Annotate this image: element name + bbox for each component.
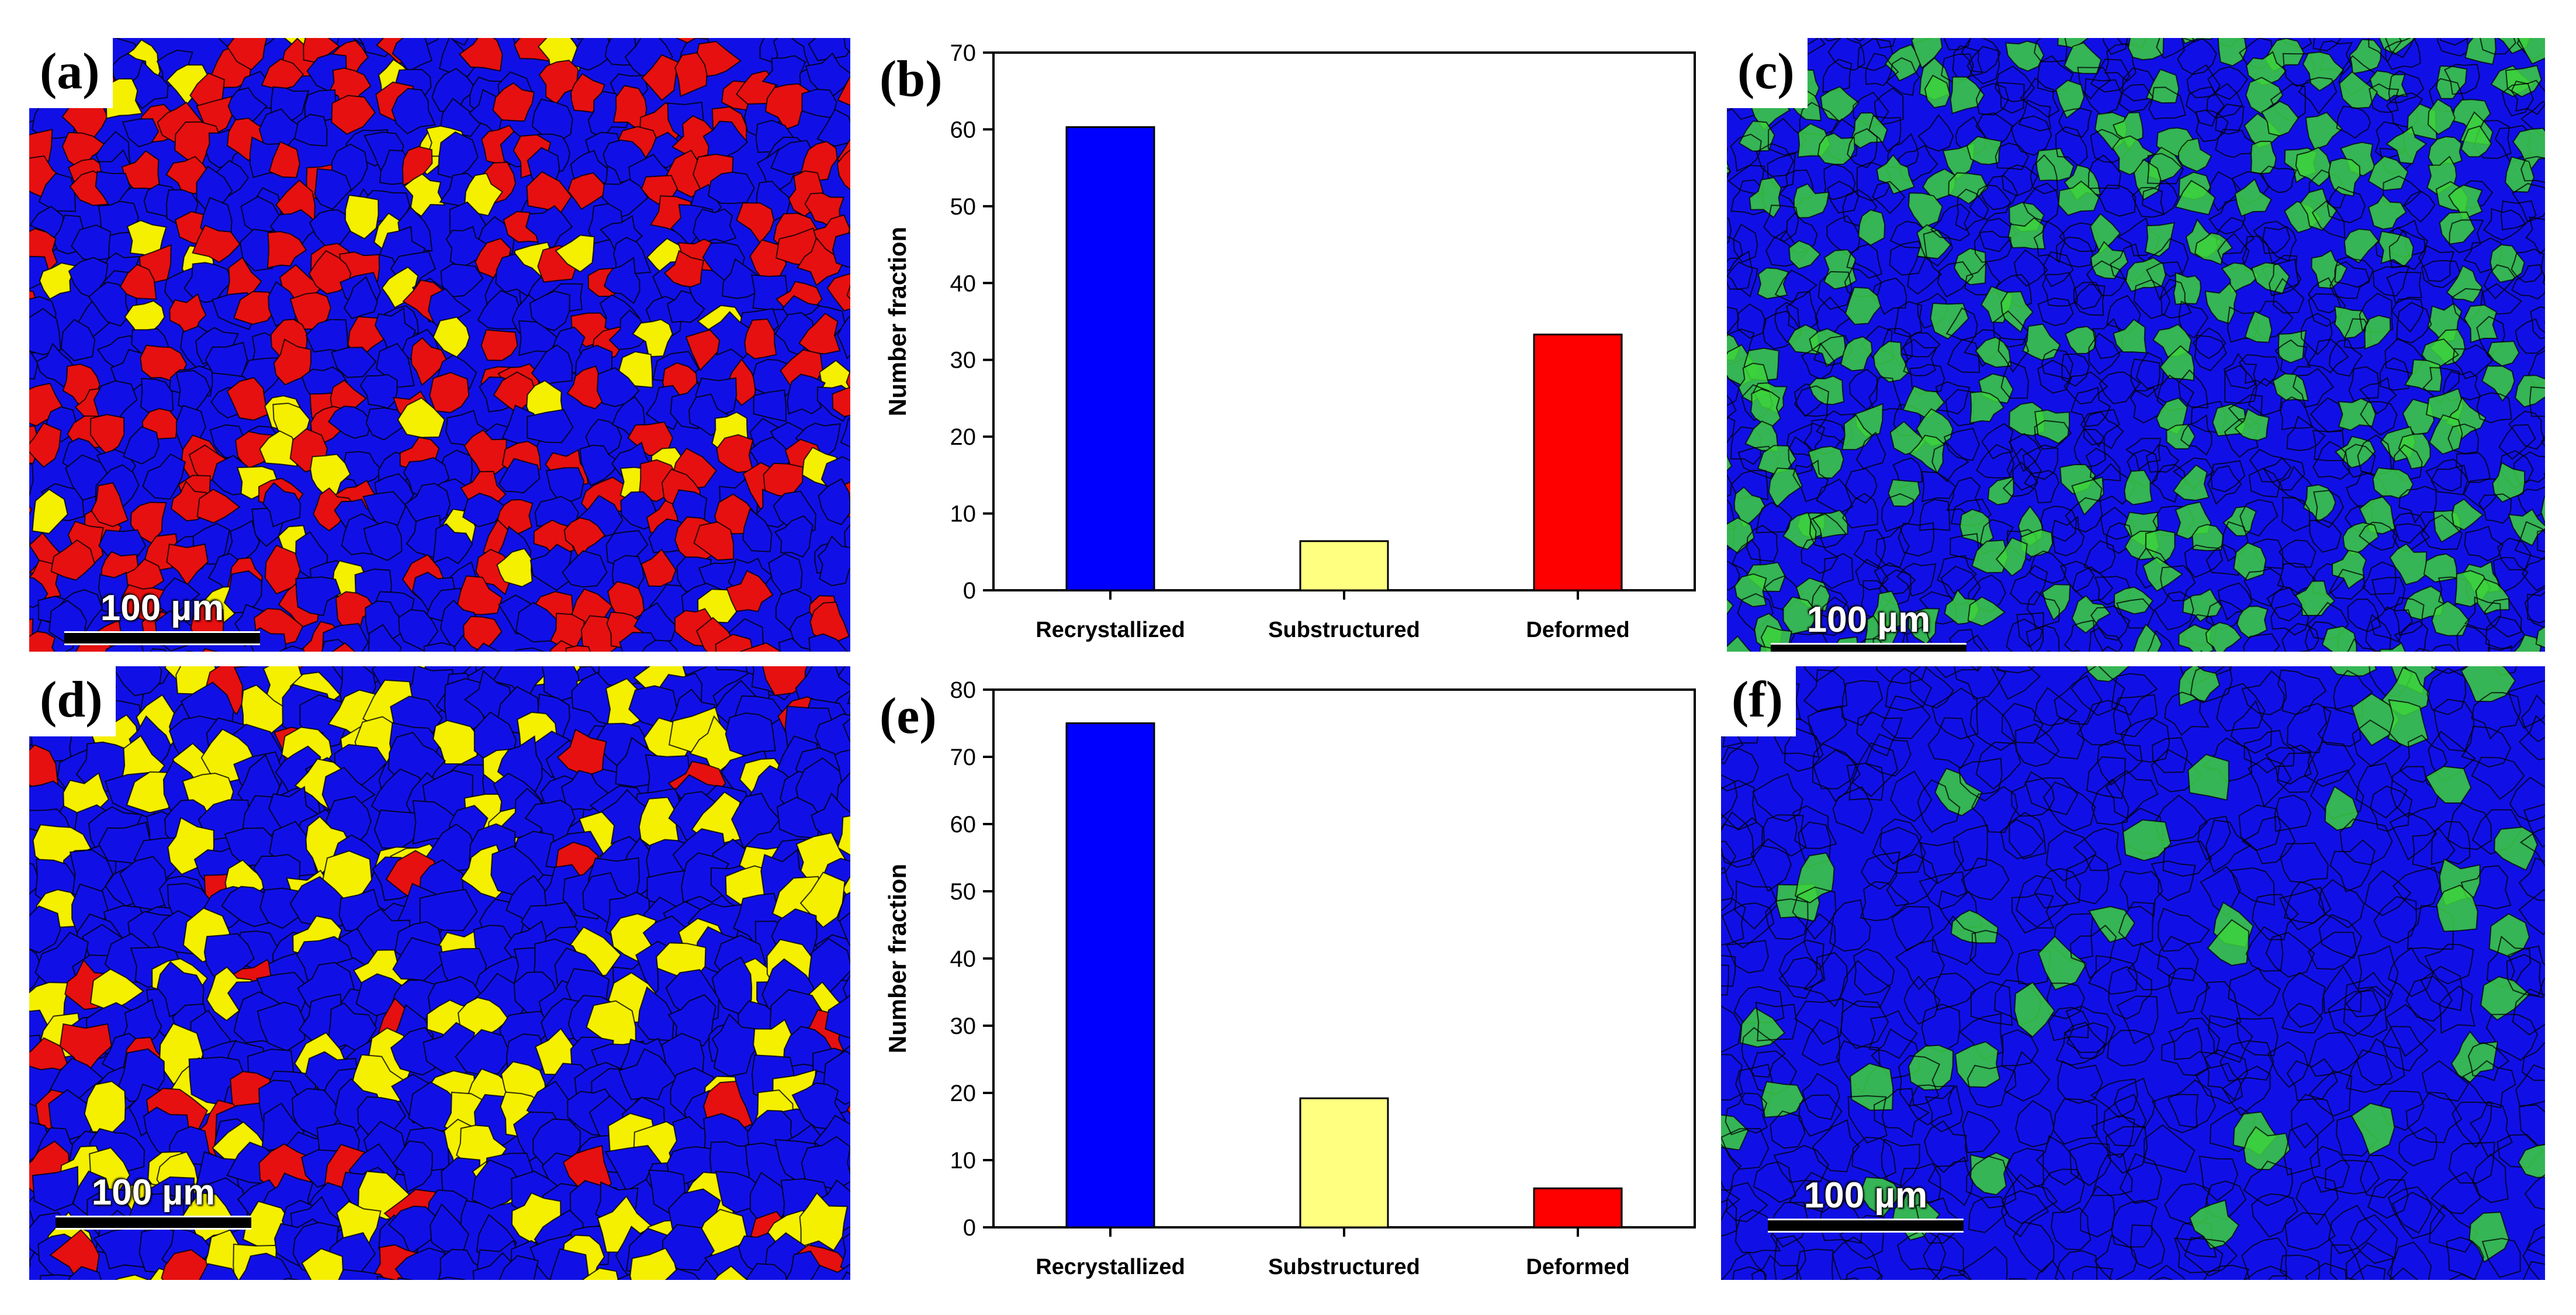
y-axis-label: Number fraction [884,227,911,416]
grain-map-a [29,38,850,652]
kam-map-f [1721,666,2545,1280]
scale-bar-d: 100 µm [56,1172,251,1230]
kam-layer [1721,666,2545,1280]
map-panel-c: (c) 100 µm [1727,38,2545,652]
map-background [1721,666,2545,1280]
scale-bar-text-a: 100 µm [100,588,224,628]
scale-bar-line-d [56,1216,251,1230]
scale-bar-c: 100 µm [1771,599,1966,652]
y-tick-label: 30 [950,1013,977,1039]
bar-deformed [1533,1187,1623,1229]
bar-substructured [1299,540,1389,591]
bar-recrystallized [1065,126,1155,591]
x-tick-label: Deformed [1526,1255,1629,1279]
kam-layer [1727,38,2545,652]
y-tick-label: 40 [950,946,977,972]
y-tick-label: 0 [963,578,976,604]
y-tick-label: 20 [950,1081,977,1106]
bar-chart-b: 0 10 20 30 40 50 60 70 Number fraction Recrystall… [884,40,1696,642]
panel-label-f: (f) [1721,666,1796,736]
y-tick-label: 60 [950,117,977,143]
x-tick-label: Recrystallized [1036,618,1185,642]
panel-label-d: (d) [29,666,116,736]
x-tick-label: Deformed [1526,618,1629,642]
scale-bar-a: 100 µm [64,587,260,645]
y-tick-label: 20 [950,424,977,450]
scale-bar-text-c: 100 µm [1806,600,1931,640]
map-panel-f: (f) 100 µm [1721,666,2545,1280]
y-tick-label: 0 [963,1215,976,1241]
y-tick-label: 50 [950,194,977,220]
x-tick-label: Recrystallized [1036,1255,1185,1279]
y-tick-label: 70 [950,40,977,66]
bar-deformed [1533,333,1623,591]
panel-label-c: (c) [1727,38,1808,108]
scale-bar-text-f: 100 µm [1803,1175,1928,1216]
chart-panel-e: 0 10 20 30 40 50 60 70 80 Number fraction Recrysta… [865,666,1701,1292]
map-panel-a: (a) 100 µm [29,38,850,652]
bar-recrystallized [1065,722,1155,1229]
panel-label-b: (b) [880,51,943,108]
panel-label-a: (a) [29,38,113,108]
grain-layer [29,38,850,652]
grain-map-d [29,666,850,1280]
scale-bar-line-f [1768,1219,1964,1233]
y-tick-label: 10 [950,1148,977,1174]
y-tick-label: 50 [950,879,977,905]
scale-bar-text-d: 100 µm [91,1172,216,1213]
map-panel-d: (d) 100 µm [29,666,850,1280]
y-tick-label: 80 [950,677,977,703]
y-tick-label: 40 [950,271,977,296]
y-tick-label: 70 [950,745,977,770]
y-tick-label: 30 [950,348,977,373]
scale-bar-line-c [1771,643,1966,652]
bar-substructured [1299,1097,1389,1229]
scale-bar-f: 100 µm [1768,1175,1964,1233]
y-tick-label: 10 [950,501,977,527]
bar-chart-e: 0 10 20 30 40 50 60 70 80 Number fraction Recrysta… [884,677,1696,1279]
kam-map-c [1727,38,2545,652]
panel-label-e: (e) [880,688,937,745]
chart-panel-b: 0 10 20 30 40 50 60 70 Number fraction Recrystall… [865,29,1701,660]
y-axis-label: Number fraction [884,864,911,1053]
x-tick-label: Substructured [1268,1255,1420,1279]
y-tick-label: 60 [950,812,977,838]
x-tick-label: Substructured [1268,618,1420,642]
scale-bar-line-a [64,631,260,645]
